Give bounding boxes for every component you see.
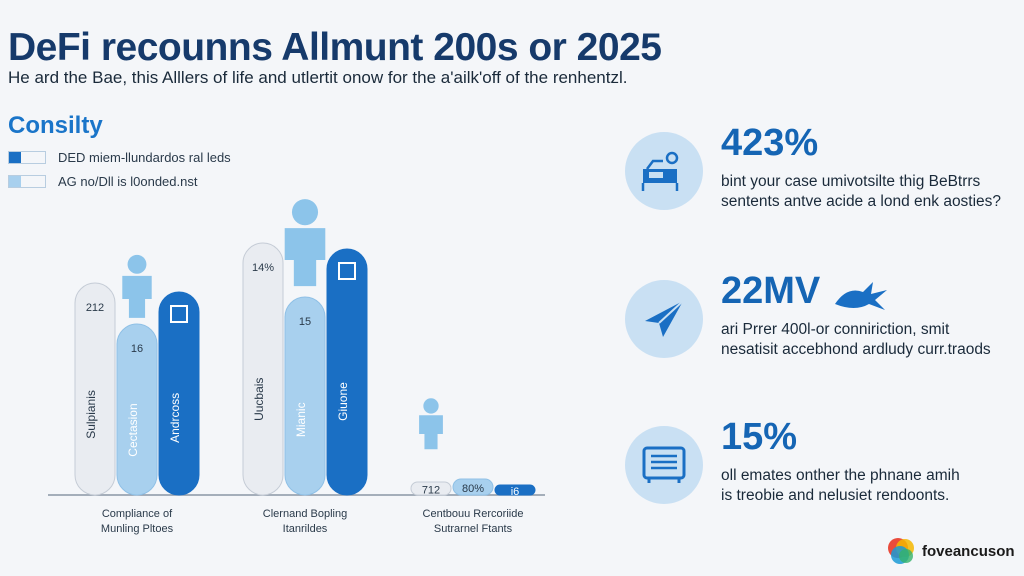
page-title: DeFi recounns Allmunt 200s or 2025 bbox=[8, 26, 662, 69]
stat-value: 15% bbox=[721, 416, 798, 458]
person-icon bbox=[419, 398, 443, 450]
bar-series-label: Andrcoss bbox=[168, 393, 182, 443]
stat-card: 22MV ari Prrer 400l-or conniriction, smi… bbox=[625, 270, 1015, 370]
legend-label: AG no/Dll is l0onded.nst bbox=[58, 173, 198, 189]
bar bbox=[494, 484, 536, 496]
brand-name: foveancuson bbox=[922, 542, 1015, 560]
bar-value-label: 80% bbox=[462, 483, 484, 495]
bar-value-label: 14% bbox=[252, 262, 274, 274]
brand: foveancuson bbox=[886, 536, 1015, 566]
stat-desc-line: is treobie and nelusiet rendoonts. bbox=[721, 487, 950, 504]
stat-value: 423% bbox=[721, 122, 819, 164]
bar bbox=[158, 291, 200, 496]
bar bbox=[284, 296, 326, 496]
bar-value-label: 712 bbox=[422, 485, 440, 497]
legend-swatch-light bbox=[8, 174, 46, 188]
x-tick-label: Centbouu Rercoriide bbox=[423, 508, 524, 520]
stat-card: 423% bint your case umivotsilte thig BeB… bbox=[625, 122, 1015, 222]
bar bbox=[116, 323, 158, 496]
grid-icon bbox=[170, 305, 188, 323]
person-icon bbox=[122, 254, 152, 318]
x-tick-label: Sutrarnel Ftants bbox=[434, 523, 513, 535]
bar-series-label: Sulpianis bbox=[84, 390, 98, 439]
stat-description: ari Prrer 400l-or conniriction, smit nes… bbox=[721, 320, 991, 360]
x-tick-label: Itanrildes bbox=[283, 523, 328, 535]
stat-description: bint your case umivotsilte thig BeBtrrs … bbox=[721, 172, 1001, 212]
stat-desc-line: sentents antve acide a lond enk aosties? bbox=[721, 193, 1002, 210]
x-tick-label: Munling Pltoes bbox=[101, 523, 174, 535]
bar bbox=[452, 478, 494, 496]
legend-label: DED miem-llundardos ral leds bbox=[58, 149, 231, 165]
legend-item-dark: DED miem-llundardos ral leds bbox=[8, 146, 231, 168]
paper-plane-icon bbox=[625, 280, 703, 358]
stat-value: 22MV bbox=[721, 270, 821, 312]
bar bbox=[326, 248, 368, 496]
bar-value-label: 212 bbox=[86, 302, 104, 314]
stat-description: oll emates onther the phnane amih is tre… bbox=[721, 466, 960, 506]
legend-item-light: AG no/Dll is l0onded.nst bbox=[8, 170, 231, 192]
bar-chart: 212 Sulpianis 16 Cectasion Andrcoss Complianc… bbox=[48, 199, 545, 535]
stat-desc-line: nesatisit accebhond ardludy curr.traods bbox=[721, 341, 991, 358]
stat-card: 15% oll emates onther the phnane amih is… bbox=[625, 416, 1015, 516]
brand-logo-icon bbox=[888, 538, 914, 564]
document-icon bbox=[625, 426, 703, 504]
bar-value-label: i6 bbox=[511, 486, 520, 498]
person-icon bbox=[284, 199, 326, 287]
stat-desc-line: oll emates onther the phnane amih bbox=[721, 467, 960, 484]
chart-legend: DED miem-llundardos ral leds AG no/Dll i… bbox=[8, 146, 231, 194]
stat-desc-line: ari Prrer 400l-or conniriction, smit bbox=[721, 321, 950, 338]
bar-series-label: Mianic bbox=[294, 402, 308, 437]
stat-desc-line: bint your case umivotsilte thig BeBtrrs bbox=[721, 173, 981, 190]
desk-icon bbox=[625, 132, 703, 210]
page-subtitle: He ard the Bae, this Alllers of life and… bbox=[8, 68, 628, 87]
x-tick-label: Compliance of bbox=[102, 508, 173, 520]
x-tick-label: Clernand Bopling bbox=[263, 508, 347, 520]
bar-value-label: 15 bbox=[299, 316, 311, 328]
section-heading: Consilty bbox=[8, 112, 103, 139]
legend-swatch-dark bbox=[8, 150, 46, 164]
chevron-icon bbox=[338, 262, 356, 280]
splash-icon bbox=[835, 282, 887, 310]
bar bbox=[74, 282, 116, 496]
bar-series-label: Uucbais bbox=[252, 378, 266, 421]
bar-series-label: Giuone bbox=[336, 382, 350, 421]
bar-value-label: 16 bbox=[131, 343, 143, 355]
bar bbox=[410, 481, 452, 496]
bar bbox=[242, 242, 284, 496]
bar-series-label: Cectasion bbox=[126, 403, 140, 456]
